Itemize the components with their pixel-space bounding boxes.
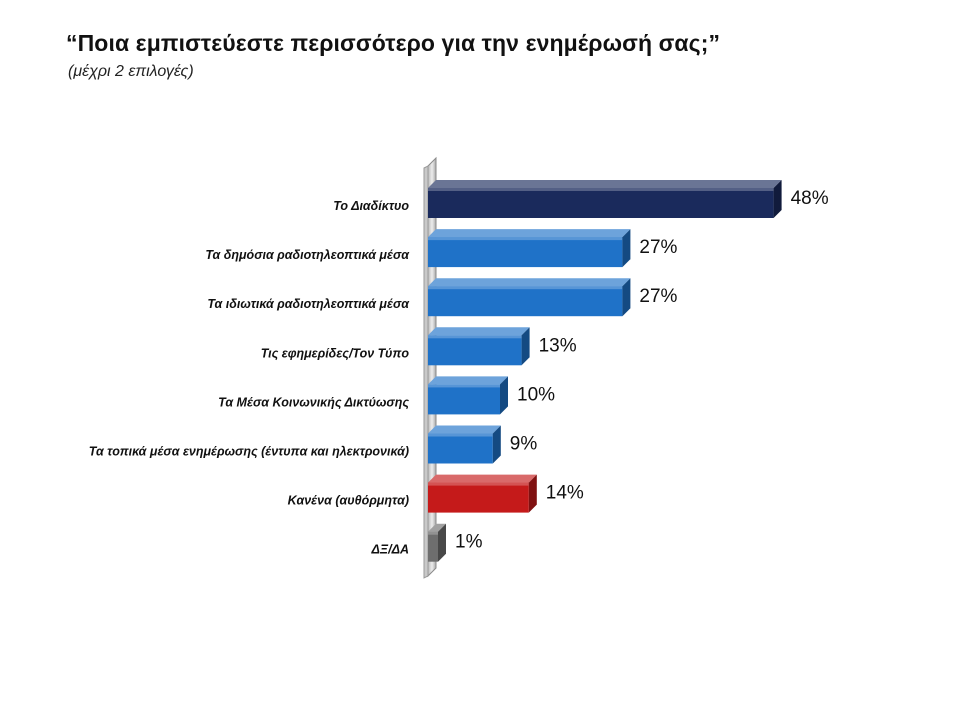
bar-side [528, 474, 537, 513]
bar-top [428, 523, 446, 532]
chart-subtitle: (μέχρι 2 επιλογές) [68, 63, 194, 80]
category-label: Τα ιδιωτικά ραδιοτηλεοπτικά μέσα [207, 297, 410, 311]
bar-front [428, 433, 493, 464]
bar-side [622, 229, 631, 268]
category-label: Τις εφημερίδες/Τον Τύπο [261, 346, 410, 360]
value-label: 14% [546, 483, 584, 504]
bar-top [428, 327, 530, 336]
value-label: 48% [791, 188, 829, 209]
value-label: 1% [455, 532, 483, 553]
bar-front [428, 286, 623, 317]
value-label: 27% [639, 286, 677, 307]
bar-highlight [428, 482, 529, 486]
value-label: 9% [510, 434, 538, 455]
bar-highlight [428, 237, 623, 241]
bar-side [521, 327, 530, 366]
chart-wall [427, 156, 437, 578]
category-label: ΔΞ/ΔΑ [371, 543, 410, 557]
chart-title: “Ποια εμπιστεύεστε περισσότερο για την ε… [66, 30, 721, 56]
bar-top [428, 278, 631, 287]
bar-front [428, 482, 529, 513]
category-label: Το Διαδίκτυο [333, 199, 409, 213]
bar-6 [428, 425, 501, 464]
bar-front [428, 531, 438, 562]
bar-2 [428, 229, 631, 268]
bar-7 [428, 474, 537, 513]
bar-side [438, 523, 446, 562]
bar-top [428, 474, 537, 483]
bar-top [428, 180, 782, 188]
bar-highlight [428, 335, 522, 339]
bar-top [428, 229, 631, 238]
bar-front [428, 188, 774, 218]
category-label: Τα Μέσα Κοινωνικής Δικτύωσης [218, 395, 409, 409]
bar-highlight [428, 286, 623, 290]
bar-side [500, 376, 508, 415]
bar-5 [428, 376, 508, 415]
value-label: 13% [539, 335, 577, 356]
bar-3 [428, 278, 631, 317]
bar-highlight [428, 531, 438, 535]
chart-wall-edge [423, 165, 429, 579]
bar-4 [428, 327, 530, 366]
bar-front [428, 384, 500, 415]
bar-side [492, 425, 501, 464]
bar-8 [428, 523, 446, 562]
category-label: Τα δημόσια ραδιοτηλεοπτικά μέσα [205, 248, 410, 262]
value-label: 27% [639, 237, 677, 258]
category-label: Τα τοπικά μέσα ενημέρωσης (έντυπα και ηλ… [89, 445, 409, 459]
bar-front [428, 237, 623, 268]
bar-1 [428, 180, 782, 218]
bar-highlight [428, 188, 774, 191]
bar-highlight [428, 433, 493, 437]
bar-side [773, 180, 782, 218]
value-label: 10% [517, 384, 555, 405]
bar-highlight [428, 384, 500, 388]
bar-side [622, 278, 631, 317]
bar-front [428, 335, 522, 366]
bar-top [428, 425, 501, 434]
category-label: Κανένα (αυθόρμητα) [288, 494, 409, 508]
bar-top [428, 376, 508, 385]
